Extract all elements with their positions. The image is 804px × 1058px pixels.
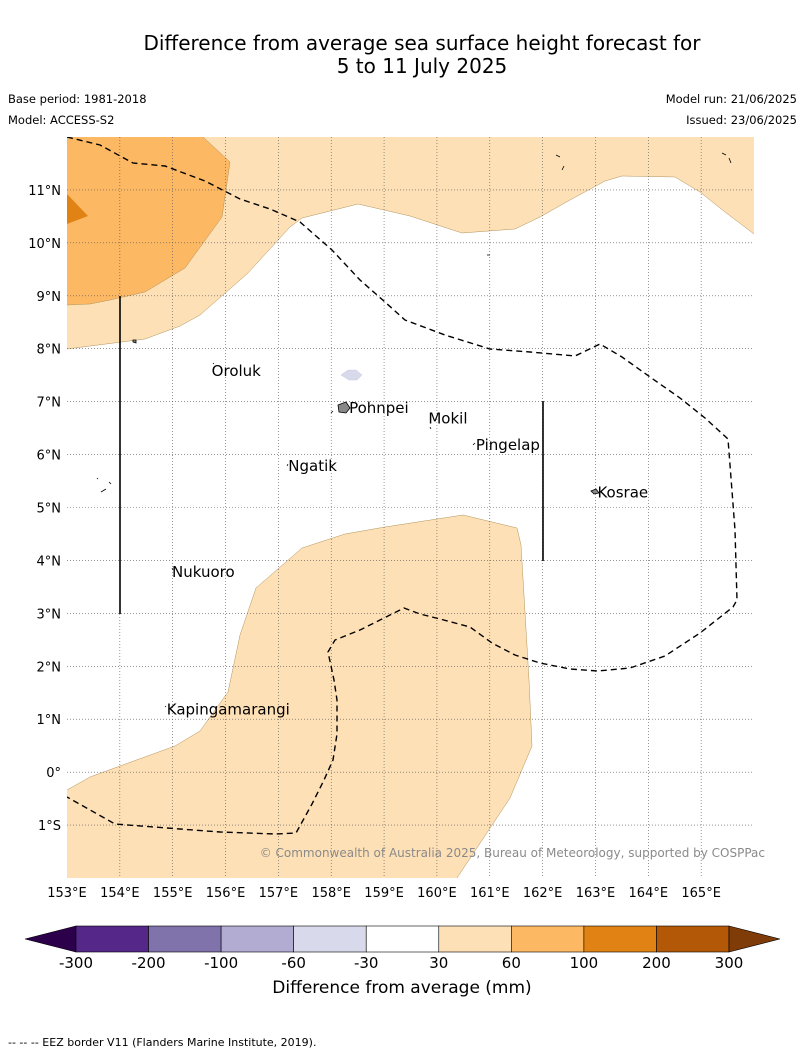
lat-label: 2°N (37, 660, 62, 675)
title-line-2: 5 to 11 July 2025 (336, 54, 508, 78)
colorbar-cells (75, 925, 730, 953)
colorbar-tick-label: -60 (281, 954, 306, 972)
contour-30-60-south (67, 515, 532, 878)
copyright-notice: © Commonwealth of Australia 2025, Bureau… (260, 846, 765, 860)
colorbar-tick-label: -300 (59, 954, 93, 972)
colorbar-tick-label: -100 (204, 954, 238, 972)
lon-label: 161°E (470, 886, 510, 901)
colorbar-tick-labels: -300 -200 -100 -60 -30 30 60 100 200 300 (59, 954, 743, 972)
place-label-ngatik: Ngatik (288, 457, 337, 475)
lat-label: 4°N (37, 554, 62, 569)
lat-label: 0° (46, 766, 61, 781)
lon-label: 157°E (259, 886, 299, 901)
latitude-labels: 11°N 10°N 9°N 8°N 7°N 6°N 5°N 4°N 3°N 2°N 1°N 0° 1°S (28, 184, 61, 834)
place-labels: Oroluk Pohnpei Mokil Pingelap Ngatik Kosrae Nu… (167, 362, 648, 719)
lat-label: 3°N (37, 607, 62, 622)
place-label-pingelap: Pingelap (476, 436, 540, 454)
lon-label: 159°E (364, 886, 404, 901)
lat-label: 6°N (37, 449, 62, 464)
colorbar-tick-label: 300 (715, 954, 744, 972)
colorbar-tick-label: 30 (429, 954, 448, 972)
longitude-labels: 153°E 154°E 155°E 156°E 157°E 158°E 159°E 160°E… (47, 886, 721, 901)
title-line-1: Difference from average sea surface heig… (143, 31, 701, 55)
contour-60-100-north (67, 137, 230, 305)
colorbar-cell (293, 925, 367, 953)
colorbar-tick-label: 200 (642, 954, 671, 972)
contour-neg-blob (340, 369, 363, 381)
lon-label: 160°E (417, 886, 457, 901)
place-label-oroluk: Oroluk (212, 362, 261, 380)
place-label-pohnpei: Pohnpei (349, 399, 409, 417)
colorbar-cell (365, 925, 440, 953)
lat-label: 7°N (37, 396, 62, 411)
lat-label: 1°S (38, 819, 61, 834)
map-plot-area (67, 137, 754, 878)
place-label-mokil: Mokil (428, 410, 467, 428)
colorbar-tick-label: -30 (354, 954, 379, 972)
graticule (67, 137, 754, 878)
colorbar-tick-label: -200 (132, 954, 166, 972)
lon-label: 162°E (523, 886, 563, 901)
base-period: Base period: 1981-2018 (8, 92, 147, 106)
lon-label: 165°E (681, 886, 721, 901)
colorbar-cell (438, 925, 512, 953)
islands (96, 152, 732, 708)
lon-label: 155°E (153, 886, 193, 901)
colorbar-tick-label: 100 (570, 954, 599, 972)
contour-100-200-north (67, 194, 88, 224)
atoll-west (96, 477, 112, 493)
place-label-kosrae: Kosrae (597, 484, 648, 502)
contour-lines (67, 137, 754, 878)
lat-label: 11°N (28, 184, 61, 199)
colorbar-cell (220, 925, 294, 953)
colorbar-over-arrow (728, 925, 781, 953)
kosrae-island (590, 488, 600, 495)
eez-footnote: -- -- -- EEZ border V11 (Flanders Marine… (8, 1036, 317, 1049)
place-label-kapingamarangi: Kapingamarangi (167, 701, 290, 719)
map-figure: 11°N 10°N 9°N 8°N 7°N 6°N 5°N 4°N 3°N 2°N 1°N 0° 1°S… (24, 137, 781, 972)
colorbar-under-arrow (24, 925, 77, 953)
colorbar-title: Difference from average (mm) (272, 978, 532, 998)
lat-label: 9°N (37, 290, 62, 305)
colorbar: -300 -200 -100 -60 -30 30 60 100 200 300 (24, 925, 781, 972)
place-label-nukuoro: Nukuoro (172, 563, 235, 581)
issued-date: Issued: 23/06/2025 (686, 113, 797, 127)
colorbar-cell (148, 925, 222, 953)
small-island-west (132, 339, 137, 344)
islet-markers (164, 362, 476, 708)
lat-label: 10°N (28, 237, 61, 252)
pohnpei-island (337, 401, 351, 414)
atoll-center (330, 254, 490, 414)
lon-label: 154°E (100, 886, 140, 901)
lon-label: 163°E (576, 886, 616, 901)
model-run-date: Model run: 21/06/2025 (665, 92, 797, 106)
colorbar-cell (656, 925, 730, 953)
map-title: Difference from average sea surface heig… (0, 32, 804, 78)
model-name: Model: ACCESS-S2 (8, 113, 115, 127)
colorbar-tick-label: 60 (502, 954, 521, 972)
lat-label: 8°N (37, 343, 62, 358)
colorbar-cell (75, 925, 149, 953)
colorbar-cell (511, 925, 585, 953)
lat-label: 1°N (37, 713, 62, 728)
atoll-northeast (555, 152, 732, 171)
lat-label: 5°N (37, 502, 62, 517)
lon-label: 164°E (629, 886, 669, 901)
colorbar-cell (583, 925, 657, 953)
lon-label: 158°E (311, 886, 351, 901)
lon-label: 153°E (47, 886, 87, 901)
lon-label: 156°E (206, 886, 246, 901)
